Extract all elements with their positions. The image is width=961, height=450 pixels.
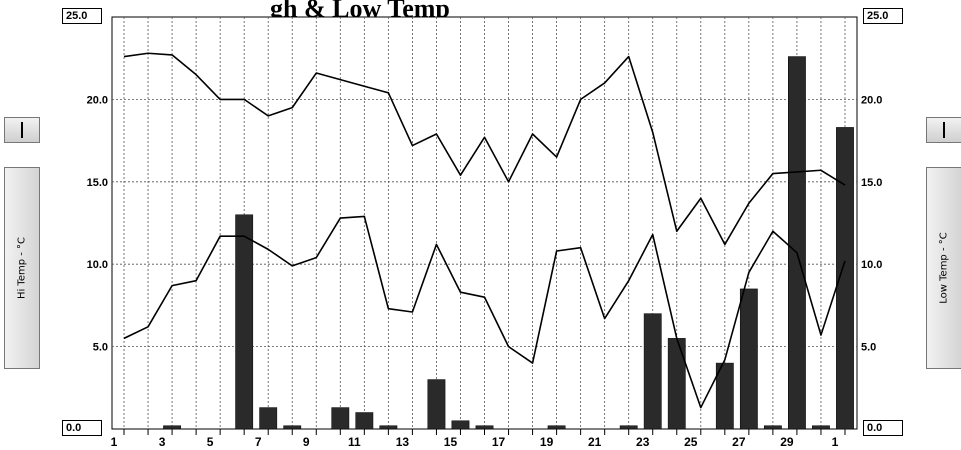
y-tick-label-left: 10.0	[87, 259, 108, 271]
rain-bar	[739, 288, 758, 430]
rain-bar	[643, 313, 662, 430]
top-left-max-value[interactable]: 25.0	[62, 8, 102, 24]
rain-bar	[763, 425, 782, 430]
x-tick-label: 15	[444, 435, 458, 449]
x-tick-label: 7	[255, 435, 262, 449]
rain-bar	[427, 379, 446, 430]
y-tick-label-right: 15.0	[861, 177, 882, 189]
bottom-right-min-value[interactable]: 0.0	[863, 420, 903, 436]
x-tick-label: 19	[540, 435, 554, 449]
x-tick-label: 13	[396, 435, 410, 449]
x-tick-label: 17	[492, 435, 506, 449]
series-line-icon	[21, 122, 23, 138]
x-tick-label: 1	[111, 435, 118, 449]
x-tick-label: 11	[348, 435, 361, 449]
y-tick-label-left: 5.0	[93, 342, 108, 354]
rain-bar	[163, 425, 181, 430]
rain-bar	[379, 425, 398, 430]
y-tick-label-right: 20.0	[861, 94, 882, 106]
right-axis-label-panel[interactable]: Low Temp - °C	[926, 167, 961, 369]
x-tick-label: 1	[832, 435, 839, 449]
rain-bar	[788, 56, 806, 430]
x-tick-label: 29	[780, 435, 794, 449]
x-tick-label: 21	[588, 435, 602, 449]
bottom-left-min-value[interactable]: 0.0	[62, 420, 102, 436]
rain-bar	[667, 338, 686, 430]
series-line-icon	[943, 122, 945, 138]
rain-bar	[715, 362, 734, 430]
rain-bar	[547, 425, 566, 430]
rain-bar	[259, 407, 278, 430]
hi-temp-line	[123, 52, 846, 246]
y-tick-label-left: 15.0	[87, 177, 108, 189]
rain-bar	[812, 425, 830, 430]
rain-bar	[235, 214, 254, 430]
y-tick-label-left: 20.0	[87, 94, 108, 106]
low-temp-line	[123, 215, 846, 409]
x-tick-label: 25	[684, 435, 698, 449]
rain-bar	[836, 127, 854, 430]
rain-bar	[331, 407, 350, 430]
x-tick-label: 5	[207, 435, 214, 449]
rain-bar	[283, 425, 302, 430]
x-tick-label: 27	[732, 435, 746, 449]
y-tick-label-right: 5.0	[861, 342, 876, 354]
top-right-max-value[interactable]: 25.0	[863, 8, 903, 24]
left-axis-series-button[interactable]	[4, 117, 40, 143]
rain-bar	[475, 425, 494, 430]
rain-bar	[355, 412, 374, 430]
x-tick-label: 9	[303, 435, 310, 449]
x-tick-label: 3	[159, 435, 166, 449]
rain-bar	[619, 425, 638, 430]
left-axis-label-panel[interactable]: Hi Temp - °C	[4, 167, 40, 369]
x-tick-label: 23	[636, 435, 650, 449]
y-tick-label-right: 10.0	[861, 259, 882, 271]
rain-bar	[451, 420, 470, 430]
right-axis-series-button[interactable]	[926, 117, 961, 143]
